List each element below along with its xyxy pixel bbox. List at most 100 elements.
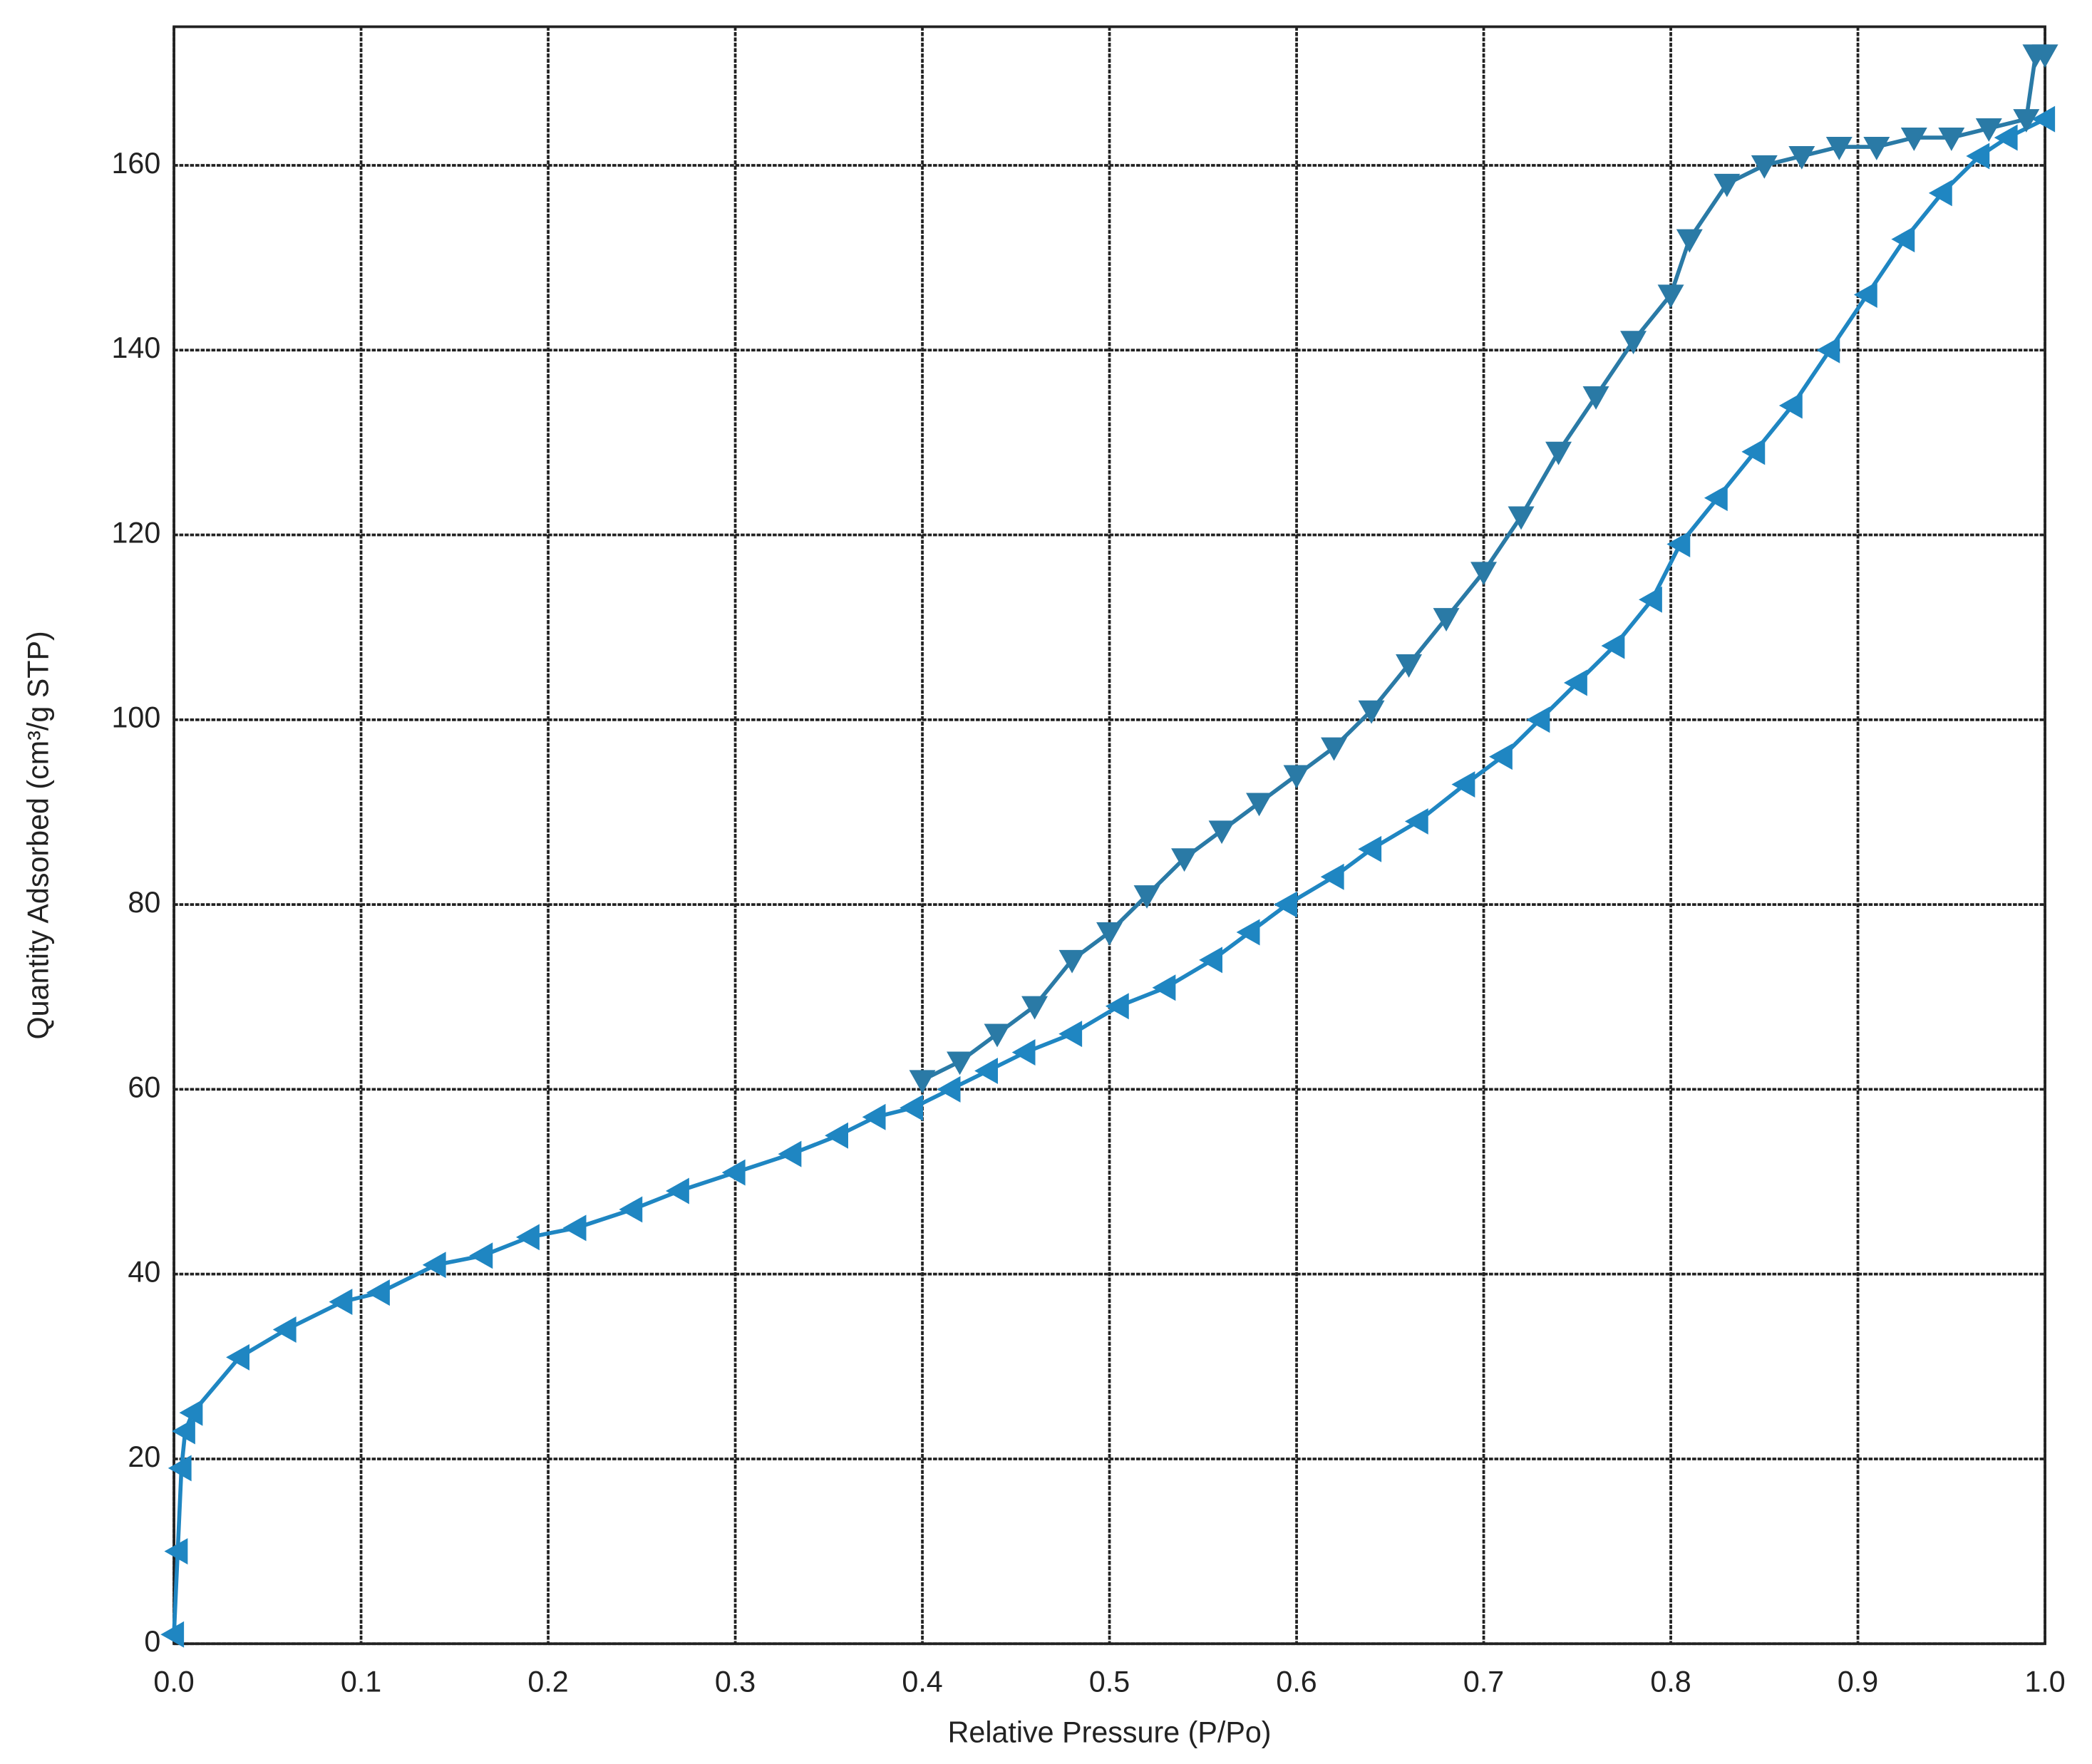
- data-marker: [1966, 143, 1990, 170]
- x-tick-label: 0.9: [1838, 1665, 1878, 1698]
- y-tick-label: 60: [128, 1071, 160, 1103]
- data-marker: [1152, 974, 1176, 1001]
- x-tick-label: 0.2: [527, 1665, 568, 1698]
- data-marker: [909, 1070, 936, 1094]
- y-tick-label: 140: [111, 331, 160, 364]
- data-marker: [1171, 848, 1198, 872]
- data-marker: [1825, 136, 1853, 160]
- data-marker: [937, 1076, 961, 1103]
- data-marker: [272, 1316, 297, 1343]
- data-marker: [1928, 180, 1952, 207]
- data-marker: [1704, 485, 1728, 512]
- data-marker: [1133, 885, 1160, 909]
- data-marker: [778, 1140, 802, 1167]
- data-marker: [1620, 331, 1647, 355]
- data-marker: [1601, 632, 1625, 659]
- data-marker: [1096, 922, 1123, 946]
- x-axis-label: Relative Pressure (P/Po): [948, 1716, 1272, 1749]
- data-marker: [1058, 949, 1086, 974]
- data-marker: [1853, 281, 1877, 308]
- data-marker: [1433, 608, 1460, 632]
- data-marker: [862, 1103, 886, 1130]
- y-tick-label: 120: [111, 516, 160, 549]
- data-marker: [1816, 336, 1840, 363]
- data-marker: [1508, 506, 1535, 530]
- data-marker: [1714, 173, 1741, 197]
- data-marker: [721, 1159, 746, 1186]
- data-marker: [1451, 771, 1475, 798]
- data-marker: [619, 1196, 643, 1223]
- data-marker: [1470, 562, 1498, 586]
- data-marker: [1564, 669, 1587, 696]
- data-marker: [1863, 136, 1890, 160]
- data-marker: [1021, 996, 1048, 1020]
- data-marker: [1283, 765, 1310, 789]
- data-marker: [1358, 835, 1382, 862]
- data-marker: [1657, 284, 1684, 309]
- data-marker: [1666, 531, 1691, 557]
- data-marker: [1938, 128, 1965, 151]
- x-tick-label: 0.0: [153, 1665, 194, 1698]
- data-marker: [1320, 863, 1344, 890]
- data-marker: [1236, 919, 1260, 946]
- data-marker: [1058, 1021, 1083, 1048]
- x-tick-label: 0.5: [1089, 1665, 1130, 1698]
- data-marker: [168, 1455, 192, 1482]
- data-marker: [1639, 586, 1662, 613]
- y-tick-label: 160: [111, 147, 160, 180]
- data-marker: [422, 1252, 446, 1279]
- data-marker: [1105, 993, 1129, 1020]
- data-marker: [172, 1418, 195, 1445]
- data-marker: [1741, 438, 1766, 465]
- x-tick-label: 0.7: [1463, 1665, 1504, 1698]
- y-tick-label: 40: [128, 1256, 160, 1289]
- plot-frame: [172, 25, 2046, 1646]
- data-marker: [1246, 793, 1273, 817]
- x-tick-label: 0.3: [715, 1665, 756, 1698]
- data-marker: [1891, 226, 1915, 253]
- data-marker: [1526, 706, 1550, 733]
- data-marker: [974, 1057, 998, 1084]
- y-tick-label: 20: [128, 1440, 160, 1473]
- data-marker: [1199, 947, 1222, 974]
- x-tick-label: 1.0: [2024, 1665, 2065, 1698]
- data-marker: [226, 1343, 249, 1371]
- data-marker: [1011, 1039, 1036, 1066]
- data-marker: [1321, 737, 1348, 761]
- data-marker: [1676, 229, 1703, 253]
- data-marker: [1404, 808, 1428, 835]
- x-tick-label: 0.8: [1650, 1665, 1691, 1698]
- data-marker: [1358, 700, 1385, 724]
- data-marker: [1208, 820, 1235, 845]
- data-marker: [329, 1289, 353, 1316]
- data-marker: [164, 1538, 188, 1565]
- data-marker: [516, 1224, 540, 1251]
- data-marker: [1788, 145, 1815, 170]
- y-tick-label: 0: [144, 1625, 160, 1658]
- data-marker: [947, 1051, 974, 1076]
- data-marker: [1751, 155, 1778, 179]
- data-marker: [179, 1399, 203, 1426]
- data-marker: [1545, 441, 1572, 465]
- data-marker: [562, 1214, 587, 1242]
- data-marker: [984, 1023, 1011, 1048]
- y-axis-label: Quantity Adsorbed (cm³/g STP): [21, 631, 54, 1039]
- data-marker: [2013, 109, 2040, 133]
- data-marker: [825, 1122, 848, 1149]
- data-marker: [2022, 44, 2049, 68]
- data-marker: [1582, 386, 1609, 410]
- data-marker: [1274, 891, 1297, 918]
- x-tick-label: 0.6: [1276, 1665, 1316, 1698]
- data-marker: [1778, 392, 1803, 419]
- x-tick-label: 0.1: [341, 1665, 381, 1698]
- y-tick-label: 100: [111, 701, 160, 734]
- x-tick-label: 0.4: [902, 1665, 942, 1698]
- data-marker: [1396, 654, 1423, 678]
- data-marker: [1900, 128, 1927, 151]
- data-marker: [1489, 743, 1513, 770]
- data-marker: [1994, 124, 2018, 151]
- data-marker: [666, 1177, 689, 1205]
- y-tick-label: 80: [128, 886, 160, 919]
- data-marker: [900, 1094, 923, 1121]
